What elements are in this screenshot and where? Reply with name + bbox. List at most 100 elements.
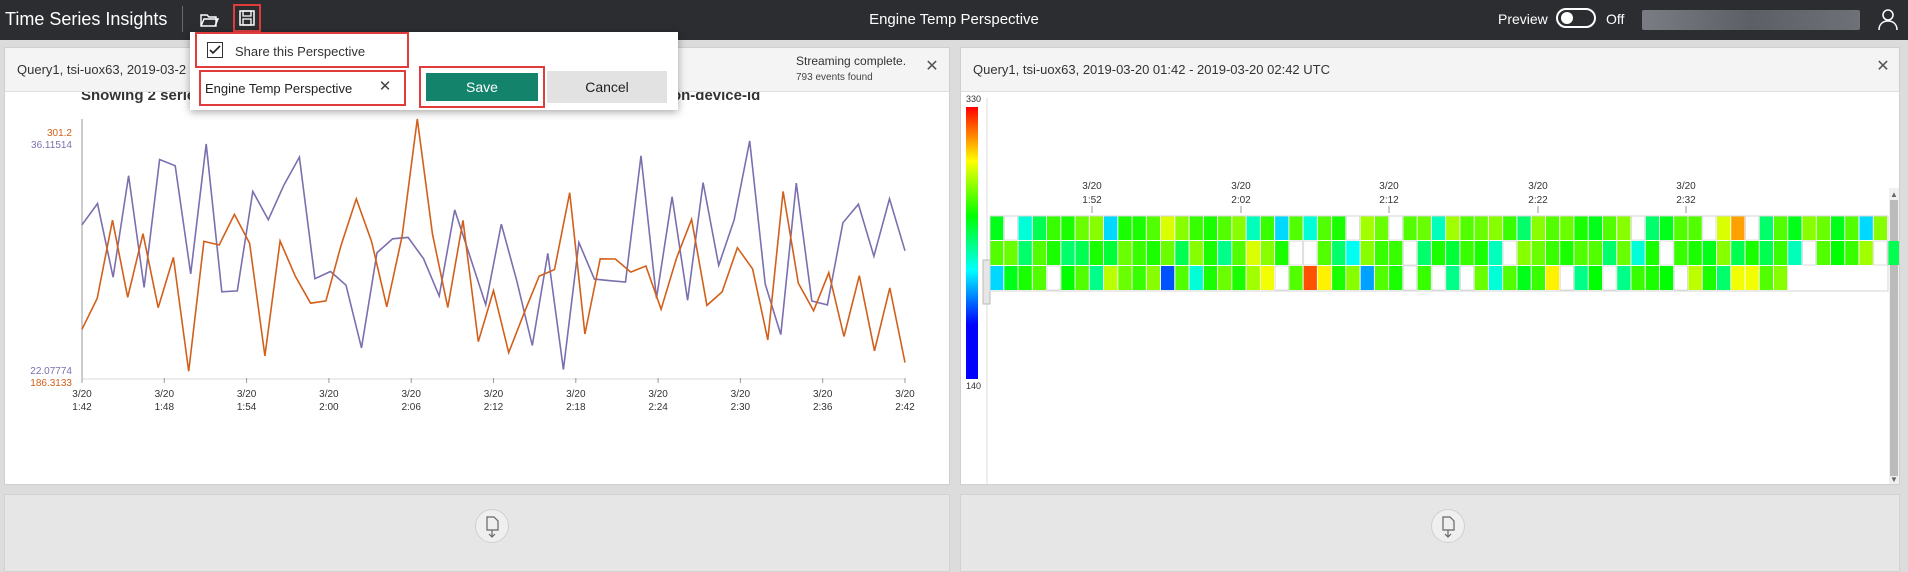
heatmap-cell (1630, 215, 1646, 241)
heatmap-cell (1260, 241, 1275, 265)
heatmap-cell (1146, 241, 1161, 265)
clear-input-button[interactable]: ✕ (376, 78, 394, 96)
add-query-button[interactable] (1431, 509, 1465, 543)
heatmap-cell (1702, 215, 1717, 241)
heatmap-cell (1089, 216, 1104, 240)
heatmap-cell (1374, 241, 1389, 265)
open-perspective-button[interactable] (198, 9, 220, 31)
legend-max-label: 330 (966, 94, 981, 104)
perspective-name-field: ✕ (199, 70, 406, 106)
heatmap-cell (1574, 216, 1588, 240)
x-tick-label-line2: 2:18 (566, 402, 586, 413)
save-perspective-icon-button[interactable] (233, 4, 261, 32)
heatmap-cell (1232, 266, 1246, 290)
heatmap-cell (1873, 216, 1887, 240)
y-min-label-purple: 22.07774 (30, 366, 72, 377)
heatmap-cell (1517, 241, 1531, 265)
share-checkbox[interactable] (207, 42, 223, 58)
heatmap-cell (1745, 266, 1759, 290)
heatmap-cell (1402, 240, 1418, 266)
heatmap-cell (1802, 240, 1817, 266)
heatmap-cell (1431, 265, 1446, 291)
app-title: Time Series Insights (5, 9, 168, 29)
heatmap-cell (1275, 216, 1289, 240)
x-tick-label-line1: 3/20 (895, 389, 915, 400)
share-perspective-option[interactable]: Share this Perspective (195, 32, 409, 68)
heatmap-cell (1260, 266, 1275, 290)
toggle-knob (1561, 12, 1573, 24)
heatmap-cell (1374, 216, 1389, 240)
heatmap-cell (1061, 266, 1075, 290)
heatmap-tick-label-line2: 2:32 (1676, 195, 1696, 206)
heatmap-cell (1203, 241, 1218, 265)
x-tick-label-line1: 3/20 (155, 389, 175, 400)
add-query-button[interactable] (475, 509, 509, 543)
heatmap-chart: 330 140 ▲ ▼ 3/20 1:52 3/20 2:02 3/20 2:12 3/20 2:22… (966, 94, 1899, 484)
perspective-name-input[interactable] (205, 76, 369, 100)
heatmap-cell (1717, 216, 1731, 240)
heatmap-cell (1859, 216, 1873, 240)
heatmap-cell (1232, 216, 1246, 240)
heatmap-cell (1203, 266, 1218, 290)
heatmap-cell (1161, 241, 1175, 265)
events-count: 793 events found (796, 72, 873, 83)
heatmap-cell (1317, 241, 1332, 265)
heatmap-cell (1446, 241, 1460, 265)
heatmap-cell (1389, 266, 1403, 290)
download-document-icon (486, 516, 499, 538)
heatmap-cell (1545, 241, 1560, 265)
close-icon: ✕ (925, 58, 939, 75)
close-panel-button[interactable]: ✕ (923, 58, 941, 76)
scroll-down-icon: ▼ (1890, 475, 1898, 484)
heatmap-cell (1688, 241, 1702, 265)
heatmap-cell (1431, 241, 1446, 265)
heatmap-cell (1402, 265, 1418, 291)
heatmap-cell (1702, 266, 1716, 290)
series-line-2 (81, 118, 906, 372)
cancel-button[interactable]: Cancel (547, 71, 667, 103)
close-panel-button[interactable]: ✕ (1874, 58, 1892, 76)
heatmap-cell (1303, 240, 1318, 266)
heatmap-cell (1446, 216, 1460, 240)
heatmap-cell (1502, 240, 1517, 266)
heatmap-cell (1788, 241, 1802, 265)
heatmap-cell (990, 216, 1004, 240)
x-tick-label-line1: 3/20 (566, 389, 586, 400)
x-tick-label-line2: 2:00 (319, 402, 339, 413)
heatmap-cell (1189, 216, 1203, 240)
heatmap-cell (1104, 241, 1118, 265)
share-label: Share this Perspective (235, 44, 366, 59)
x-tick-label-line1: 3/20 (72, 389, 92, 400)
panel-title: Query1, tsi-uox63, 2019-03-2 (17, 62, 187, 77)
heatmap-cell (1118, 216, 1132, 240)
heatmap-cell (1104, 266, 1118, 290)
heatmap-cell (1289, 216, 1303, 240)
preview-label: Preview (1498, 11, 1548, 27)
heatmap-tick-label-line2: 2:22 (1528, 195, 1548, 206)
preview-toggle[interactable] (1556, 8, 1596, 28)
heatmap-cell (1360, 216, 1374, 240)
heatmap-cell (1560, 241, 1574, 265)
heatmap-cell (1774, 266, 1788, 290)
heatmap-cell (1417, 216, 1431, 240)
heatmap-cell (1788, 216, 1802, 240)
heatmap-cell (1189, 241, 1203, 265)
heatmap-cell (1175, 266, 1189, 290)
checkmark-icon (209, 45, 221, 55)
x-tick-label-line1: 3/20 (813, 389, 833, 400)
splitter-handle (982, 259, 991, 305)
heatmap-cell (1888, 241, 1899, 265)
heatmap-cell (1332, 241, 1346, 265)
save-button[interactable]: Save (426, 73, 538, 101)
heatmap-cell (1531, 266, 1545, 290)
heatmap-cell (1274, 265, 1289, 291)
heatmap-cell (1574, 241, 1588, 265)
heatmap-cell (990, 266, 1004, 290)
x-tick-label-line2: 2:42 (895, 402, 915, 413)
heatmap-cell (1289, 266, 1303, 290)
heatmap-cell (1588, 216, 1602, 240)
heatmap-cell (1046, 265, 1061, 291)
user-account-button[interactable] (1876, 7, 1900, 31)
panel-title: Query1, tsi-uox63, 2019-03-20 01:42 - 20… (973, 62, 1330, 77)
heatmap-cell (1674, 241, 1688, 265)
